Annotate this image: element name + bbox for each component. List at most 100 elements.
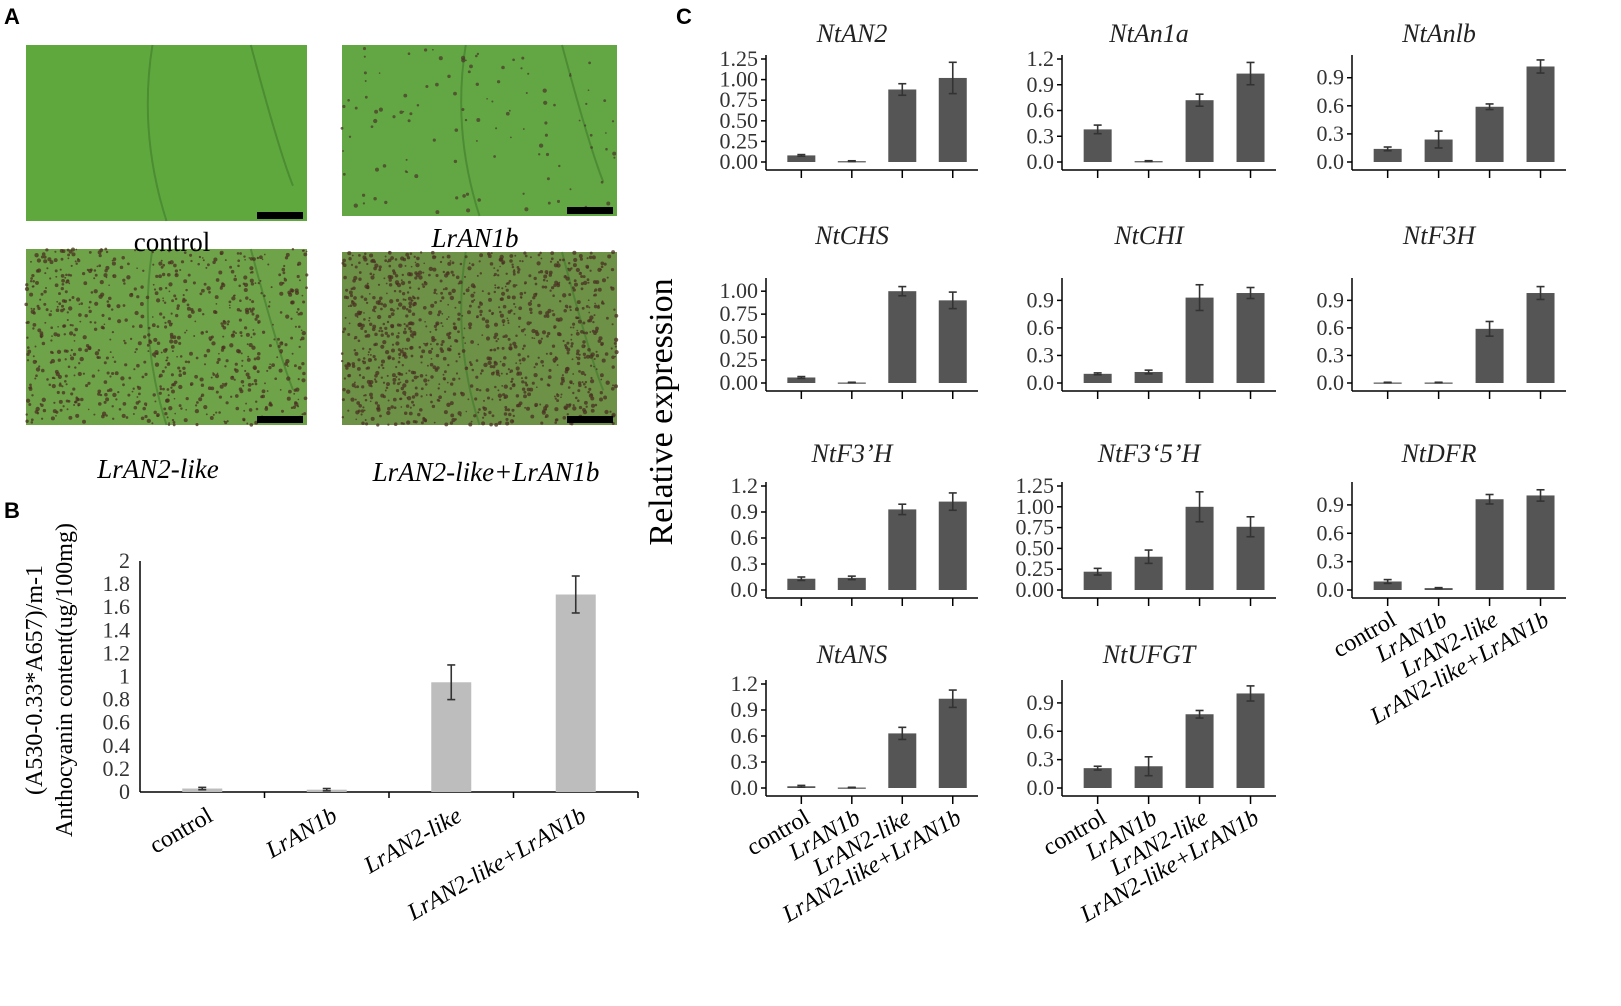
pigment-spot: [423, 48, 428, 52]
pigment-spot: [360, 413, 363, 416]
pigment-spot: [65, 383, 68, 386]
pigment-spot: [521, 387, 526, 391]
pigment-spot: [128, 376, 132, 380]
pigment-spot: [395, 298, 400, 303]
pigment-spot: [467, 266, 472, 271]
pigment-spot: [478, 408, 481, 411]
pigment-spot: [159, 385, 162, 388]
pigment-spot: [433, 288, 437, 292]
pigment-spot: [189, 383, 193, 387]
pigment-spot: [388, 264, 392, 268]
pigment-spot: [504, 408, 508, 412]
pigment-spot: [433, 421, 436, 424]
pigment-spot: [390, 348, 396, 353]
pigment-spot: [298, 325, 301, 329]
pigment-spot: [375, 407, 379, 410]
pigment-spot: [342, 387, 346, 392]
pigment-spot: [26, 359, 30, 362]
subplot-title: NtF3‘5’H: [1097, 439, 1202, 468]
pigment-spot: [112, 392, 117, 398]
b-y-tick-label: 2: [119, 548, 130, 573]
pigment-spot: [207, 386, 212, 391]
pigment-spot: [135, 347, 138, 351]
pigment-spot: [151, 316, 154, 318]
pigment-spot: [98, 254, 102, 258]
pigment-spot: [488, 410, 492, 415]
pigment-spot: [438, 56, 443, 61]
pigment-spot: [362, 357, 366, 360]
pigment-spot: [108, 317, 111, 321]
pigment-spot: [454, 306, 457, 309]
pigment-spot: [241, 364, 244, 367]
pigment-spot: [84, 314, 88, 318]
pigment-spot: [361, 385, 365, 389]
pigment-spot: [411, 400, 414, 404]
pigment-spot: [414, 261, 417, 264]
pigment-spot: [384, 349, 390, 355]
pigment-spot: [67, 365, 71, 369]
pigment-spot: [538, 143, 544, 148]
pigment-spot: [64, 374, 68, 378]
y-tick-label: 1.25: [1016, 473, 1055, 498]
leaf-background: [342, 252, 617, 425]
subplot-title: NtF3H: [1402, 221, 1476, 250]
pigment-spot: [530, 299, 533, 303]
pigment-spot: [365, 422, 369, 426]
pigment-spot: [261, 394, 266, 399]
panel-a-label: A: [4, 4, 20, 29]
pigment-spot: [590, 376, 593, 380]
pigment-spot: [41, 368, 45, 373]
pigment-spot: [297, 398, 300, 401]
pigment-spot: [243, 255, 246, 258]
pigment-spot: [476, 118, 481, 122]
pigment-spot: [493, 348, 497, 352]
pigment-spot: [382, 322, 386, 326]
y-tick-label: 0.6: [1317, 315, 1345, 340]
pigment-spot: [560, 382, 564, 386]
pigment-spot: [377, 283, 381, 286]
pigment-spot: [439, 279, 443, 283]
pigment-spot: [41, 252, 46, 256]
pigment-spot: [526, 321, 531, 326]
pigment-spot: [386, 334, 390, 338]
pigment-spot: [474, 397, 478, 401]
pigment-spot: [171, 350, 174, 353]
leaf-vein: [249, 44, 294, 187]
bar-control: [1083, 373, 1112, 383]
pigment-spot: [279, 291, 284, 296]
y-tick-label: 0.75: [720, 301, 759, 326]
pigment-spot: [168, 249, 171, 253]
pigment-spot: [109, 338, 112, 341]
pigment-spot: [610, 386, 615, 391]
pigment-spot: [248, 343, 253, 348]
bar-lran2-like: [1185, 297, 1214, 383]
pigment-spot: [56, 300, 59, 303]
pigment-spot: [249, 423, 254, 427]
subplot-title: NtCHS: [814, 221, 889, 250]
pigment-spot: [166, 272, 171, 277]
bar-lran2-like: [1185, 714, 1214, 788]
y-tick-label: 0.3: [1027, 342, 1055, 367]
pigment-spot: [499, 420, 502, 424]
pigment-spot: [354, 398, 357, 401]
pigment-spot: [121, 413, 126, 418]
pigment-spot: [155, 352, 159, 356]
pigment-spot: [478, 389, 482, 392]
pigment-spot: [291, 248, 295, 251]
pigment-spot: [496, 269, 499, 272]
pigment-spot: [547, 375, 552, 379]
pigment-spot: [421, 349, 426, 354]
pigment-spot: [370, 275, 375, 280]
pigment-spot: [177, 366, 181, 370]
photo-caption-lran1b: LrAN1b: [430, 223, 518, 253]
pigment-spot: [490, 252, 493, 255]
pigment-spot: [253, 357, 257, 361]
y-tick-label: 0.6: [1317, 520, 1345, 545]
pigment-spot: [376, 423, 380, 427]
pigment-spot: [194, 320, 197, 323]
pigment-spot: [392, 381, 396, 385]
pigment-spot: [505, 111, 510, 116]
pigment-spot: [517, 316, 522, 320]
